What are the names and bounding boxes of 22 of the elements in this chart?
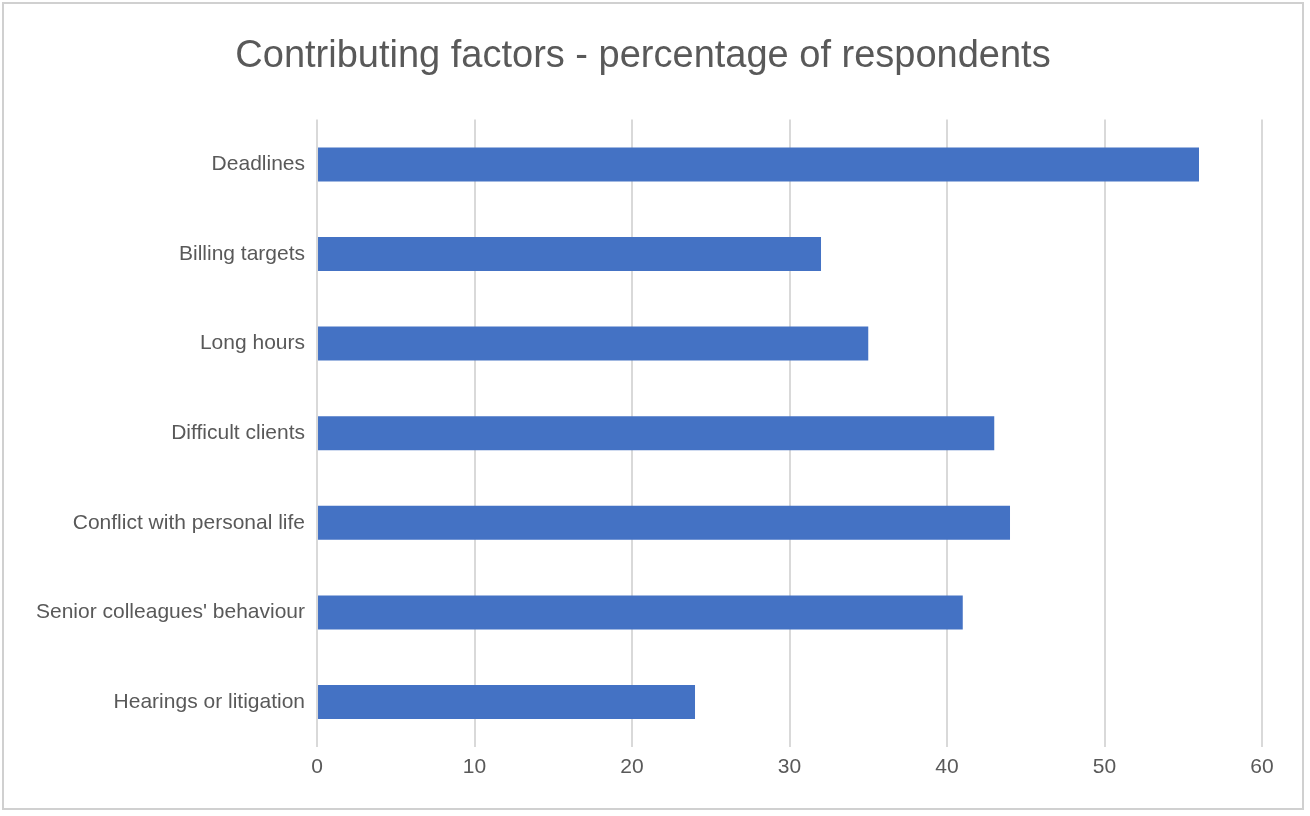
y-tick-label: Hearings or litigation xyxy=(113,688,306,712)
x-tick-label: 50 xyxy=(1092,754,1117,778)
x-tick-label: 60 xyxy=(1250,754,1274,778)
bar xyxy=(318,505,1011,540)
y-tick-label: Senior colleagues' behaviour xyxy=(35,599,306,623)
y-tick-label: Conflict with personal life xyxy=(72,509,306,533)
x-tick-label: 0 xyxy=(311,754,323,778)
bar xyxy=(318,326,869,361)
chart-title: Contributing factors - percentage of respondents xyxy=(235,33,1051,76)
bar xyxy=(318,236,822,272)
x-tick-label: 20 xyxy=(620,754,644,778)
bar xyxy=(318,595,963,630)
x-tick-label: 40 xyxy=(935,754,959,778)
bar xyxy=(318,416,995,451)
x-tick-label: 30 xyxy=(777,754,802,778)
x-tick-label: 10 xyxy=(462,754,487,778)
bar xyxy=(318,684,696,720)
bar xyxy=(318,147,1199,182)
y-tick-label: Deadlines xyxy=(211,151,306,175)
y-tick-label: Long hours xyxy=(199,330,306,354)
y-tick-label: Billing targets xyxy=(178,240,306,264)
y-tick-label: Difficult clients xyxy=(171,420,306,443)
